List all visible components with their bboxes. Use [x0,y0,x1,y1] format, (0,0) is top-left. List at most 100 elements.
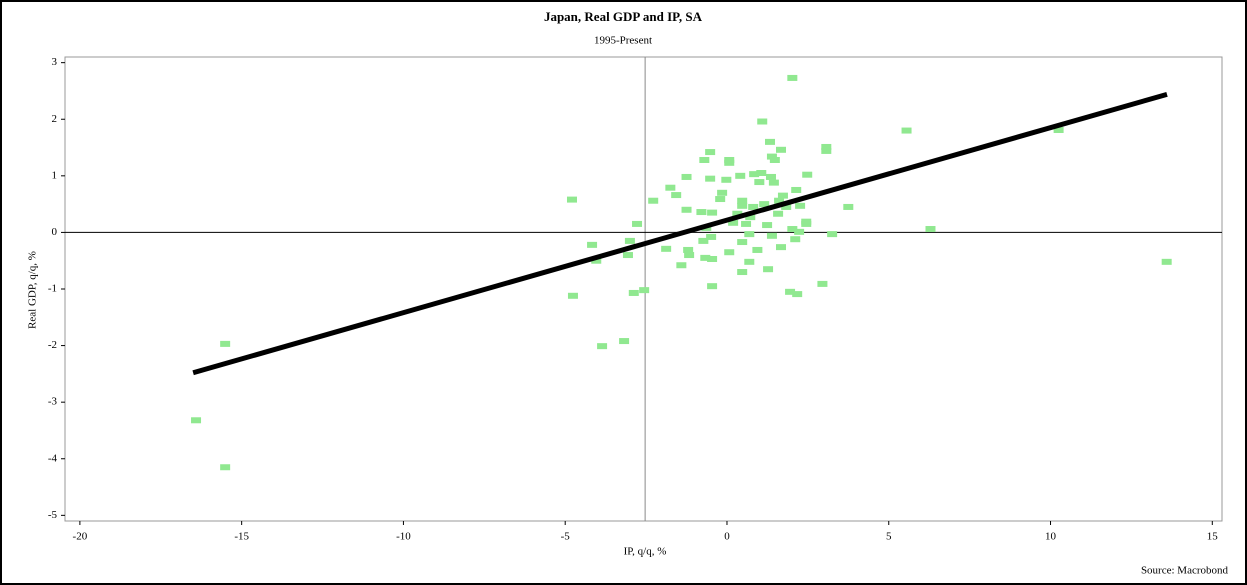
x-tick-label: -10 [396,531,411,543]
point [791,186,802,193]
point [681,206,692,213]
point [671,192,682,199]
point [1053,126,1064,133]
point [566,196,577,203]
point [220,340,231,347]
x-tick-label: 5 [886,531,892,543]
point [717,189,728,196]
point [587,241,598,248]
chart-title: Japan, Real GDP and IP, SA [544,9,703,24]
point [827,231,838,238]
point [768,179,779,186]
point [821,147,832,154]
point [749,171,760,178]
point [769,156,780,163]
x-tick-label: 0 [724,531,730,543]
point [766,153,777,160]
y-tick-label: 3 [52,56,58,68]
point [759,201,770,208]
point [705,149,716,156]
point [728,219,739,226]
point [191,417,202,424]
point [745,214,756,221]
point [661,245,672,252]
point [724,249,735,256]
point [757,118,768,125]
point [707,256,718,263]
y-tick-label: 1 [52,169,58,181]
point [220,464,231,471]
point [724,159,735,166]
point [787,226,798,233]
point [648,197,659,204]
y-tick-label: -2 [48,339,57,351]
trend-line [192,91,1168,376]
point [901,127,912,134]
point [773,210,784,217]
y-tick-label: 2 [52,113,58,125]
point [821,143,832,150]
point [752,246,763,253]
point [744,231,755,238]
point [763,266,774,273]
x-axis-label: IP, q/q, % [624,546,667,558]
point [628,289,639,296]
point [619,338,630,345]
point [632,220,643,227]
point [790,236,801,243]
point [1161,258,1172,265]
point [766,232,777,239]
point [781,203,792,210]
point [737,202,748,209]
point [737,239,748,246]
point [756,170,767,176]
point [707,283,718,290]
x-tick-label: -20 [73,531,88,543]
point [765,173,776,180]
source: Source: Macrobond [1141,565,1229,577]
point [597,343,608,350]
point [707,209,718,216]
point [591,257,602,264]
point [843,203,854,210]
point [741,220,752,227]
point [715,196,726,203]
point [732,210,743,217]
point [765,138,776,145]
y-axis-label: Real GDP, q/q, % [27,251,39,329]
point [698,237,709,244]
point [683,246,694,253]
point [801,220,812,227]
point [762,222,773,229]
point [925,226,936,233]
point [622,252,633,259]
point [744,258,755,265]
point [754,179,765,186]
point [787,74,798,81]
point [567,292,578,299]
point [774,197,785,204]
point [676,262,687,269]
x-tick-label: 15 [1207,531,1219,543]
point [777,192,788,199]
point [699,156,710,163]
point [794,228,805,235]
point [737,269,748,276]
point [748,203,759,210]
y-tick-label: -1 [48,283,57,295]
point [776,146,787,153]
point [802,171,813,178]
y-tick-label: -3 [48,396,58,408]
point [737,197,748,204]
point [665,184,676,191]
point [684,252,695,259]
point [735,172,746,179]
point [795,202,806,209]
point [776,244,787,251]
point [792,291,803,298]
point [696,209,707,216]
point [624,237,635,244]
x-tick-label: -15 [234,531,249,543]
